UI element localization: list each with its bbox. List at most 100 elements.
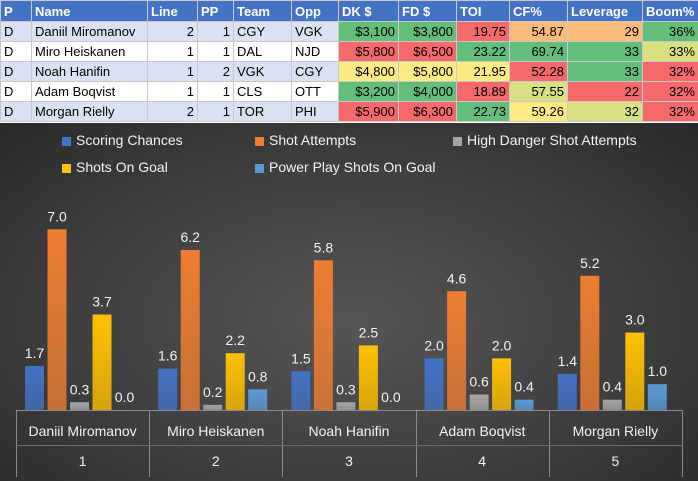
cell-fd-salary[interactable]: $5,800 [398, 61, 457, 82]
legend-entry[interactable]: Shots On Goal [76, 159, 168, 175]
bar[interactable] [248, 389, 268, 410]
cell-boom-pct[interactable]: 32% [642, 81, 698, 102]
cell-cf-pct[interactable]: 69.74 [509, 41, 568, 62]
cell-name[interactable]: Morgan Rielly [31, 101, 148, 122]
header-line[interactable]: Line [147, 0, 198, 22]
cell-position[interactable]: D [0, 41, 32, 62]
header-fd-salary[interactable]: FD $ [398, 0, 457, 22]
cell-position[interactable]: D [0, 81, 32, 102]
cell-team[interactable]: CLS [233, 81, 292, 102]
cell-team[interactable]: TOR [233, 101, 292, 122]
cell-pp[interactable]: 1 [197, 101, 234, 122]
cell-cf-pct[interactable]: 54.87 [509, 21, 568, 42]
bar[interactable] [70, 402, 89, 410]
cell-leverage[interactable]: 32 [567, 101, 643, 122]
bar[interactable] [358, 345, 378, 410]
cell-team[interactable]: CGY [233, 21, 292, 42]
cell-dk-salary[interactable]: $5,800 [338, 41, 399, 62]
cell-cf-pct[interactable]: 59.26 [509, 101, 568, 122]
cell-name[interactable]: Daniil Miromanov [31, 21, 148, 42]
cell-dk-salary[interactable]: $3,200 [338, 81, 399, 102]
cell-position[interactable]: D [0, 61, 32, 82]
cell-fd-salary[interactable]: $6,500 [398, 41, 457, 62]
bar[interactable] [25, 366, 44, 410]
header-toi[interactable]: TOI [456, 0, 510, 22]
legend-entry[interactable]: Scoring Chances [76, 132, 183, 148]
cell-opp[interactable]: PHI [291, 101, 339, 122]
bar[interactable] [557, 373, 577, 410]
cell-boom-pct[interactable]: 32% [642, 101, 698, 122]
header-dk-salary[interactable]: DK $ [338, 0, 399, 22]
cell-line[interactable]: 2 [147, 21, 198, 42]
cell-line[interactable]: 1 [147, 61, 198, 82]
bar[interactable] [313, 260, 333, 410]
bar[interactable] [225, 353, 245, 410]
cell-name[interactable]: Adam Boqvist [31, 81, 148, 102]
cell-line[interactable]: 1 [147, 81, 198, 102]
cell-opp[interactable]: VGK [291, 21, 339, 42]
bar[interactable] [180, 249, 200, 410]
bar[interactable] [47, 229, 67, 410]
header-leverage[interactable]: Leverage [567, 0, 643, 22]
bar[interactable] [580, 275, 600, 410]
header-boom-pct[interactable]: Boom% [642, 0, 698, 22]
header-pp[interactable]: PP [197, 0, 234, 22]
cell-pp[interactable]: 2 [197, 61, 234, 82]
cell-dk-salary[interactable]: $3,100 [338, 21, 399, 42]
cell-fd-salary[interactable]: $6,300 [398, 101, 457, 122]
cell-opp[interactable]: NJD [291, 41, 339, 62]
header-team[interactable]: Team [233, 0, 292, 22]
cell-fd-salary[interactable]: $3,800 [398, 21, 457, 42]
cell-boom-pct[interactable]: 36% [642, 21, 698, 42]
cell-position[interactable]: D [0, 21, 32, 42]
cell-pp[interactable]: 1 [197, 81, 234, 102]
bar[interactable] [647, 384, 667, 410]
cell-position[interactable]: D [0, 101, 32, 122]
cell-boom-pct[interactable]: 33% [642, 41, 698, 62]
header-position[interactable]: P [0, 0, 32, 22]
cell-toi[interactable]: 21.95 [456, 61, 510, 82]
bar[interactable] [203, 404, 223, 410]
cell-leverage[interactable]: 22 [567, 81, 643, 102]
cell-leverage[interactable]: 29 [567, 21, 643, 42]
bar[interactable] [602, 399, 622, 410]
header-cf-pct[interactable]: CF% [509, 0, 568, 22]
bar[interactable] [158, 368, 178, 410]
cell-opp[interactable]: OTT [291, 81, 339, 102]
bar[interactable] [469, 394, 489, 410]
bar[interactable] [625, 332, 645, 410]
cell-leverage[interactable]: 33 [567, 41, 643, 62]
cell-name[interactable]: Noah Hanifin [31, 61, 148, 82]
header-opp[interactable]: Opp [291, 0, 339, 22]
cell-line[interactable]: 2 [147, 101, 198, 122]
cell-cf-pct[interactable]: 52.28 [509, 61, 568, 82]
cell-name[interactable]: Miro Heiskanen [31, 41, 148, 62]
legend-entry[interactable]: Shot Attempts [269, 132, 356, 148]
bar[interactable] [492, 358, 512, 410]
cell-toi[interactable]: 23.22 [456, 41, 510, 62]
header-name[interactable]: Name [31, 0, 148, 22]
bar[interactable] [92, 314, 112, 411]
cell-boom-pct[interactable]: 32% [642, 61, 698, 82]
cell-opp[interactable]: CGY [291, 61, 339, 82]
bar[interactable] [336, 402, 356, 410]
cell-leverage[interactable]: 33 [567, 61, 643, 82]
legend-entry[interactable]: Power Play Shots On Goal [269, 159, 436, 175]
bar[interactable] [291, 371, 311, 410]
cell-dk-salary[interactable]: $4,800 [338, 61, 399, 82]
cell-pp[interactable]: 1 [197, 41, 234, 62]
cell-team[interactable]: DAL [233, 41, 292, 62]
bar[interactable] [424, 358, 444, 410]
bar[interactable] [514, 399, 534, 410]
cell-cf-pct[interactable]: 57.55 [509, 81, 568, 102]
cell-toi[interactable]: 22.73 [456, 101, 510, 122]
bar[interactable] [447, 291, 467, 410]
cell-dk-salary[interactable]: $5,900 [338, 101, 399, 122]
legend-entry[interactable]: High Danger Shot Attempts [467, 132, 637, 148]
cell-line[interactable]: 1 [147, 41, 198, 62]
cell-team[interactable]: VGK [233, 61, 292, 82]
cell-pp[interactable]: 1 [197, 21, 234, 42]
cell-fd-salary[interactable]: $4,000 [398, 81, 457, 102]
cell-toi[interactable]: 19.75 [456, 21, 510, 42]
cell-toi[interactable]: 18.89 [456, 81, 510, 102]
